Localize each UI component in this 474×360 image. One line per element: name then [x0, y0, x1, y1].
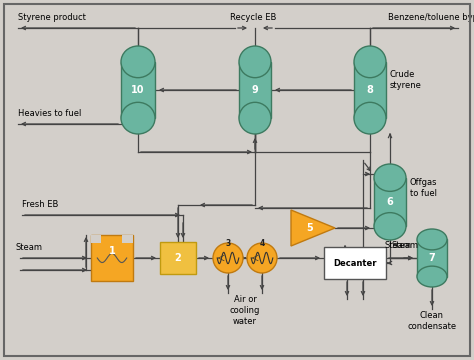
Text: Steam: Steam: [384, 241, 411, 250]
Bar: [160, 242, 196, 274]
Ellipse shape: [121, 102, 155, 134]
Ellipse shape: [374, 164, 406, 192]
Ellipse shape: [354, 46, 386, 78]
Text: 6: 6: [387, 197, 393, 207]
Ellipse shape: [121, 46, 155, 78]
Bar: [121, 62, 155, 118]
Bar: [91, 235, 101, 243]
Text: Benzene/toluene byproduct: Benzene/toluene byproduct: [388, 13, 474, 22]
Text: Styrene product: Styrene product: [18, 13, 86, 22]
Bar: [91, 235, 133, 281]
Ellipse shape: [239, 46, 271, 78]
Bar: [324, 247, 386, 279]
Text: Recycle EB: Recycle EB: [230, 13, 276, 22]
Circle shape: [247, 243, 277, 273]
Ellipse shape: [239, 102, 271, 134]
Ellipse shape: [417, 229, 447, 250]
Text: 3: 3: [225, 239, 231, 248]
Text: 9: 9: [252, 85, 258, 95]
Polygon shape: [291, 210, 335, 246]
Text: Clean
condensate: Clean condensate: [408, 311, 456, 331]
Text: 7: 7: [428, 253, 436, 263]
Text: Fresh EB: Fresh EB: [22, 200, 58, 209]
Bar: [122, 235, 133, 243]
Bar: [239, 62, 271, 118]
Ellipse shape: [417, 266, 447, 287]
Circle shape: [213, 243, 243, 273]
Text: 10: 10: [131, 85, 145, 95]
Ellipse shape: [354, 102, 386, 134]
Text: Crude
styrene: Crude styrene: [390, 70, 422, 90]
Ellipse shape: [374, 213, 406, 240]
Text: 2: 2: [174, 253, 182, 263]
Text: Decanter: Decanter: [333, 258, 377, 267]
Text: Steam: Steam: [392, 241, 419, 250]
Text: Steam: Steam: [16, 243, 43, 252]
Bar: [417, 239, 447, 276]
Text: 1: 1: [109, 246, 115, 256]
Text: Offgas
to fuel: Offgas to fuel: [410, 178, 438, 198]
Text: Heavies to fuel: Heavies to fuel: [18, 109, 82, 118]
Text: 8: 8: [366, 85, 374, 95]
Bar: [354, 62, 386, 118]
Text: Air or
cooling
water: Air or cooling water: [230, 295, 260, 326]
Bar: [374, 178, 406, 226]
Text: 5: 5: [306, 223, 313, 233]
Text: 4: 4: [259, 239, 264, 248]
